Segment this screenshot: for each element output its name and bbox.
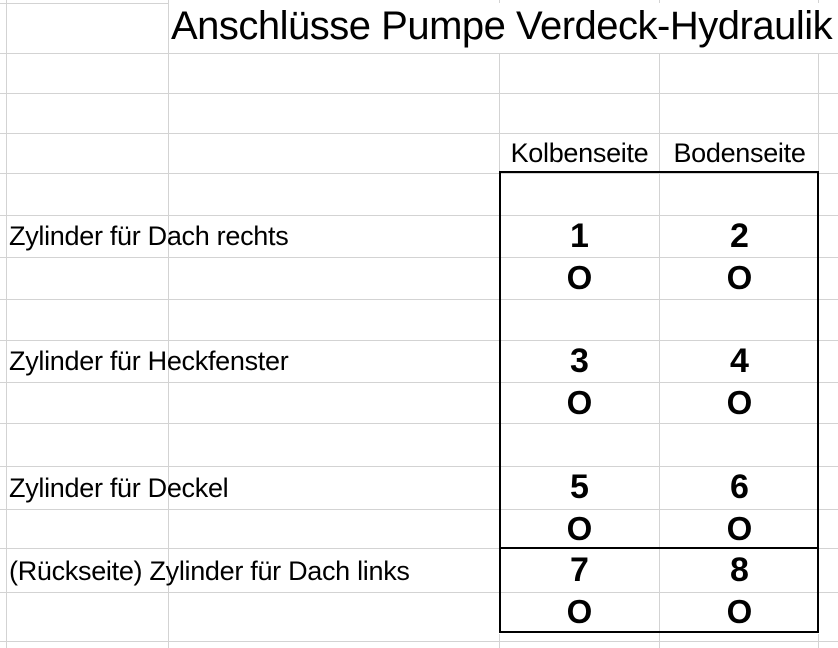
gridline-h [0,257,838,258]
gridline-v [659,53,660,648]
gridline-v [818,53,819,173]
data-region-border-bottom [499,631,819,633]
bodenseite-symbol[interactable]: O [726,259,753,296]
column-header-bodenseite[interactable]: Bodenseite [673,138,806,168]
gridline-v [499,634,500,648]
kolbenseite-symbol[interactable]: O [566,510,593,547]
gridline-h [0,133,838,134]
bodenseite-value[interactable]: 6 [730,468,749,506]
gridline-v [659,0,660,3]
bodenseite-symbol[interactable]: O [726,510,753,547]
gridline-v [818,634,819,648]
gridline-h [0,548,838,549]
row-label[interactable]: (Rückseite) Zylinder für Dach links [9,556,410,586]
kolbenseite-value[interactable]: 5 [570,468,589,506]
gridline-v [818,0,819,3]
kolbenseite-symbol[interactable]: O [566,593,593,630]
sheet-title[interactable]: Anschlüsse Pumpe Verdeck-Hydraulik [171,4,833,48]
bodenseite-value[interactable]: 8 [730,551,749,589]
gridline-h [0,423,838,424]
gridline-v [168,0,169,648]
bodenseite-symbol[interactable]: O [726,593,753,630]
gridline-h [0,592,838,593]
gridline-v [499,0,500,3]
data-region-border-divider [499,547,819,549]
row-label[interactable]: Zylinder für Heckfenster [9,346,289,376]
kolbenseite-symbol[interactable]: O [566,384,593,421]
gridline-h [0,215,838,216]
gridline-h [0,299,838,300]
gridline-h [0,340,838,341]
kolbenseite-value[interactable]: 3 [570,342,589,380]
bodenseite-value[interactable]: 4 [730,342,749,380]
data-region-border-right [817,171,819,633]
gridline-h [0,53,838,54]
gridline-h [0,173,838,174]
kolbenseite-value[interactable]: 1 [570,217,589,255]
kolbenseite-symbol[interactable]: O [566,259,593,296]
row-label[interactable]: Zylinder für Deckel [9,473,229,503]
data-region-border-left [499,171,501,633]
gridline-h [0,93,838,94]
gridline-h [0,509,838,510]
gridline-h [0,382,838,383]
gridline-h [0,466,838,467]
gridline-v [6,0,7,648]
row-label[interactable]: Zylinder für Dach rechts [9,221,289,251]
gridline-v [499,53,500,173]
data-region-border-top [499,171,819,173]
column-header-kolbenseite[interactable]: Kolbenseite [510,138,649,168]
gridline-h [0,3,168,4]
kolbenseite-value[interactable]: 7 [570,551,589,589]
gridline-h [0,641,838,642]
bodenseite-value[interactable]: 2 [730,217,749,255]
bodenseite-symbol[interactable]: O [726,384,753,421]
